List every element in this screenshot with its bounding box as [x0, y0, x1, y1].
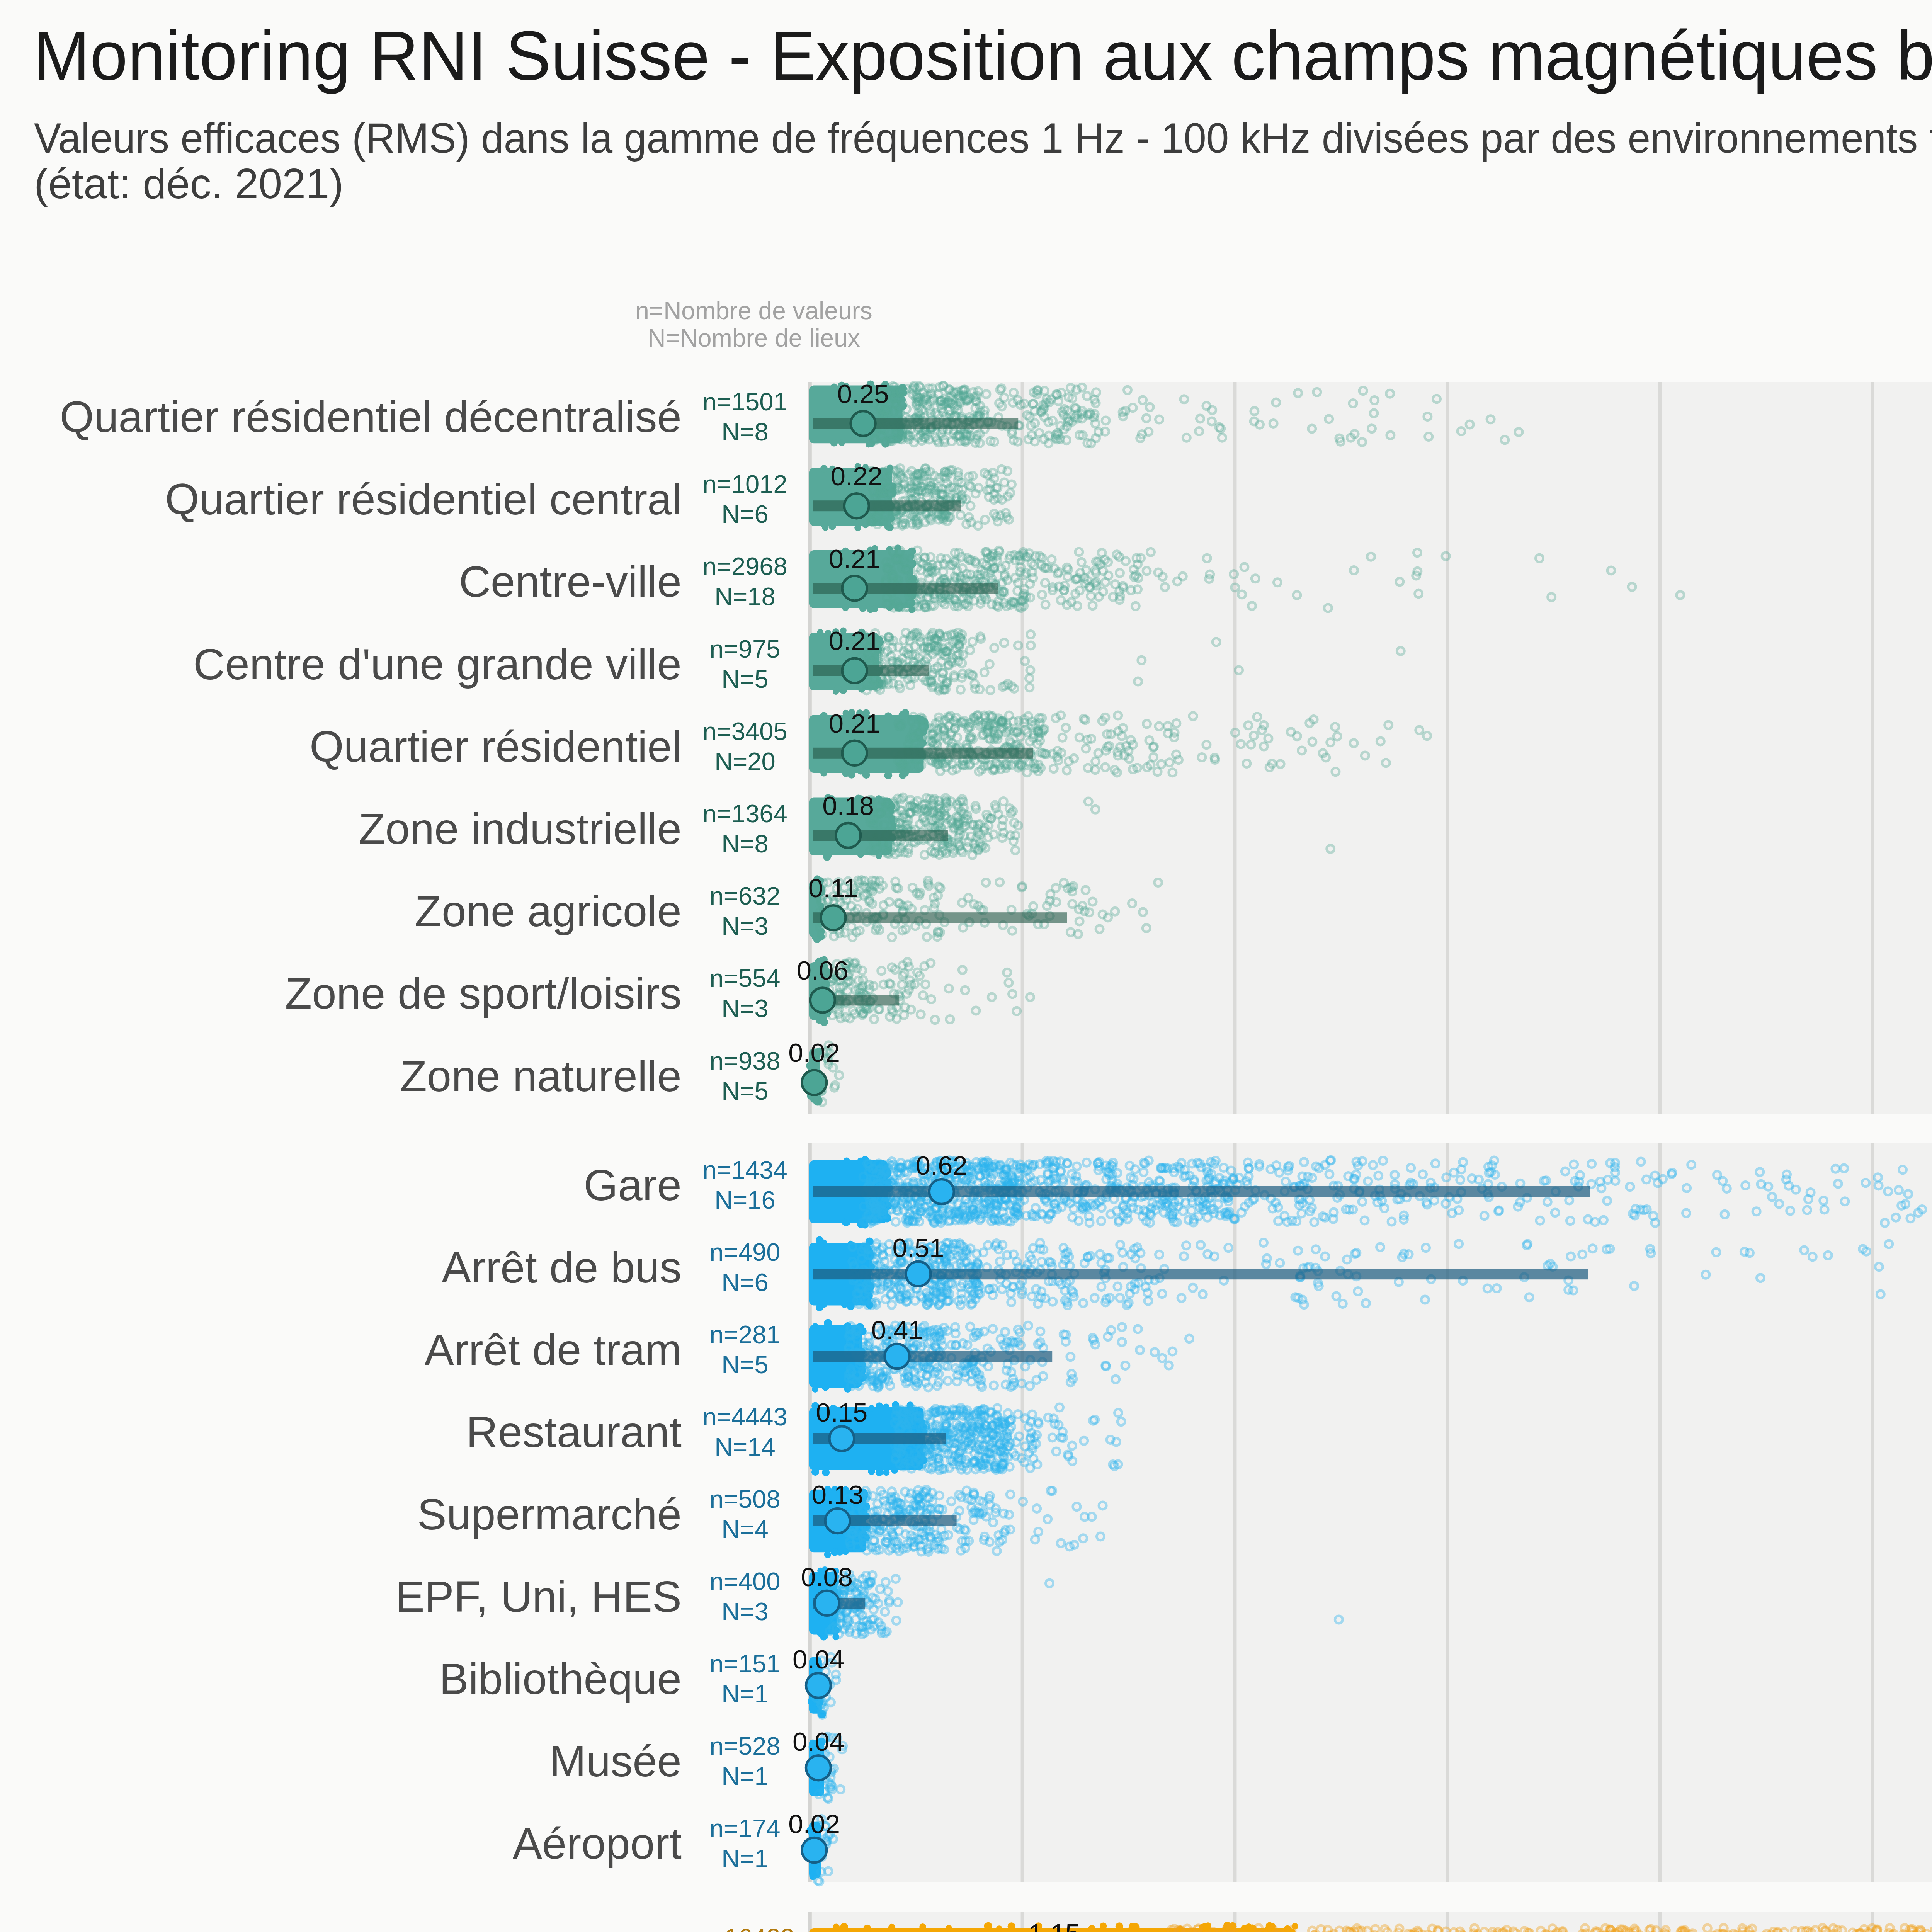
- svg-text:0.22: 0.22: [831, 461, 883, 491]
- svg-text:n=632: n=632: [709, 882, 780, 910]
- svg-text:Centre d'une grande ville: Centre d'une grande ville: [193, 639, 682, 689]
- svg-text:N=14: N=14: [714, 1433, 776, 1461]
- svg-text:0.02: 0.02: [788, 1809, 840, 1839]
- svg-text:n=528: n=528: [709, 1732, 780, 1760]
- svg-text:0.02: 0.02: [788, 1038, 840, 1068]
- svg-text:Train: Train: [583, 1928, 682, 1932]
- svg-text:0.08: 0.08: [801, 1562, 853, 1592]
- svg-text:Arrêt de bus: Arrêt de bus: [442, 1243, 682, 1292]
- svg-text:n=938: n=938: [709, 1047, 780, 1075]
- svg-text:N=4: N=4: [721, 1515, 768, 1543]
- svg-text:N=3: N=3: [721, 1597, 768, 1626]
- svg-text:N=5: N=5: [721, 665, 768, 693]
- svg-text:0.11: 0.11: [808, 873, 858, 903]
- svg-text:N=Nombre de lieux: N=Nombre de lieux: [648, 324, 860, 352]
- svg-text:n=400: n=400: [709, 1567, 780, 1595]
- svg-text:Quartier résidentiel décentral: Quartier résidentiel décentralisé: [60, 392, 682, 441]
- svg-text:N=1: N=1: [721, 1680, 768, 1708]
- svg-text:Restaurant: Restaurant: [466, 1407, 682, 1456]
- svg-text:n=1501: n=1501: [702, 388, 787, 416]
- svg-text:Supermarché: Supermarché: [417, 1490, 682, 1539]
- svg-text:Centre-ville: Centre-ville: [459, 557, 682, 606]
- svg-text:0.18: 0.18: [822, 791, 874, 821]
- svg-text:N=6: N=6: [721, 1268, 768, 1296]
- svg-text:Arrêt de tram: Arrêt de tram: [425, 1325, 682, 1374]
- svg-text:0.15: 0.15: [816, 1398, 867, 1427]
- svg-text:n=2968: n=2968: [702, 552, 787, 580]
- svg-text:(état: déc. 2021): (état: déc. 2021): [34, 160, 344, 207]
- svg-text:n=281: n=281: [709, 1320, 780, 1349]
- svg-text:Gare: Gare: [584, 1160, 682, 1209]
- svg-text:n=174: n=174: [709, 1814, 780, 1842]
- svg-text:0.21: 0.21: [829, 544, 881, 574]
- svg-text:n=1364: n=1364: [702, 799, 787, 828]
- svg-text:N=8: N=8: [721, 830, 768, 858]
- svg-text:Quartier résidentiel: Quartier résidentiel: [310, 722, 682, 771]
- svg-text:0.62: 0.62: [916, 1151, 968, 1180]
- svg-text:EPF, Uni, HES: EPF, Uni, HES: [395, 1572, 682, 1621]
- svg-text:N=16: N=16: [714, 1186, 776, 1214]
- svg-text:n=16422: n=16422: [696, 1923, 794, 1932]
- svg-text:n=4443: n=4443: [702, 1403, 787, 1431]
- svg-text:Valeurs efficaces (RMS) dans l: Valeurs efficaces (RMS) dans la gamme de…: [34, 114, 1932, 162]
- svg-text:Zone de sport/loisirs: Zone de sport/loisirs: [285, 969, 682, 1018]
- svg-text:Aéroport: Aéroport: [513, 1819, 682, 1868]
- svg-text:0.25: 0.25: [837, 379, 889, 409]
- svg-text:N=20: N=20: [714, 747, 776, 776]
- svg-text:n=975: n=975: [709, 635, 780, 663]
- svg-text:n=1434: n=1434: [702, 1156, 787, 1184]
- svg-text:n=151: n=151: [709, 1650, 780, 1678]
- svg-text:n=Nombre de valeurs: n=Nombre de valeurs: [635, 297, 872, 325]
- svg-text:n=3405: n=3405: [702, 717, 787, 745]
- svg-text:n=1012: n=1012: [702, 470, 787, 498]
- svg-text:Quartier résidentiel central: Quartier résidentiel central: [165, 474, 682, 524]
- svg-text:n=490: n=490: [709, 1238, 780, 1266]
- svg-text:N=3: N=3: [721, 994, 768, 1022]
- svg-text:Zone agricole: Zone agricole: [415, 886, 682, 935]
- svg-text:N=3: N=3: [721, 912, 768, 940]
- svg-text:Zone industrielle: Zone industrielle: [359, 804, 682, 853]
- svg-text:0.21: 0.21: [829, 626, 881, 656]
- svg-text:Musée: Musée: [549, 1736, 682, 1786]
- svg-text:Monitoring RNI Suisse - Exposi: Monitoring RNI Suisse - Exposition aux c…: [33, 17, 1932, 94]
- svg-text:N=5: N=5: [721, 1077, 768, 1105]
- svg-text:0.41: 0.41: [871, 1315, 923, 1345]
- svg-text:0.04: 0.04: [793, 1645, 844, 1674]
- svg-text:0.13: 0.13: [812, 1480, 864, 1510]
- svg-text:1.15: 1.15: [1028, 1918, 1080, 1932]
- svg-text:N=5: N=5: [721, 1350, 768, 1379]
- svg-text:0.21: 0.21: [829, 709, 881, 738]
- svg-text:N=6: N=6: [721, 500, 768, 528]
- svg-text:0.06: 0.06: [797, 956, 849, 985]
- svg-text:N=1: N=1: [721, 1844, 768, 1872]
- svg-text:n=508: n=508: [709, 1485, 780, 1513]
- svg-text:Zone naturelle: Zone naturelle: [400, 1051, 682, 1100]
- svg-text:0.51: 0.51: [892, 1233, 944, 1263]
- svg-text:N=8: N=8: [721, 418, 768, 446]
- svg-text:N=18: N=18: [714, 582, 776, 611]
- svg-text:n=554: n=554: [709, 964, 780, 992]
- svg-text:N=1: N=1: [721, 1762, 768, 1790]
- svg-text:Bibliothèque: Bibliothèque: [439, 1654, 682, 1703]
- svg-text:0.04: 0.04: [793, 1727, 844, 1757]
